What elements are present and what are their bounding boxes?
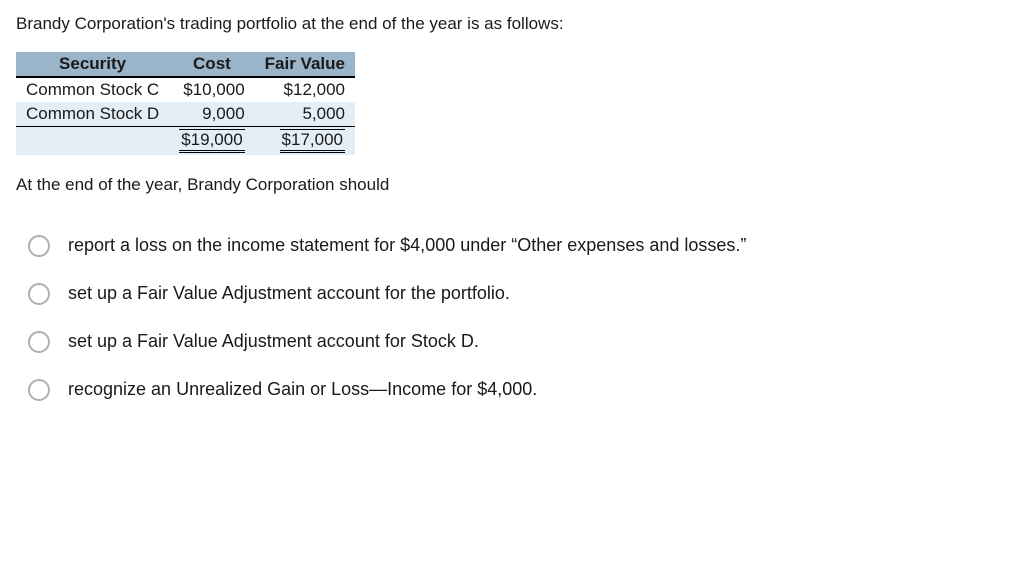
question-intro: Brandy Corporation's trading portfolio a… [16,12,1008,36]
cell-fair: 5,000 [255,102,355,127]
cell-cost: $10,000 [169,77,254,102]
option-row[interactable]: recognize an Unrealized Gain or Loss—Inc… [28,379,1008,401]
radio-icon[interactable] [28,331,50,353]
question-followup: At the end of the year, Brandy Corporati… [16,175,1008,195]
cell-empty [16,126,169,155]
table-row: Common Stock D 9,000 5,000 [16,102,355,127]
option-text: recognize an Unrealized Gain or Loss—Inc… [68,379,537,400]
cell-cost: 9,000 [169,102,254,127]
col-cost: Cost [169,52,254,77]
cell-security: Common Stock C [16,77,169,102]
cell-security: Common Stock D [16,102,169,127]
option-row[interactable]: set up a Fair Value Adjustment account f… [28,283,1008,305]
col-security: Security [16,52,169,77]
cell-total-fair: $17,000 [255,126,355,155]
table-header-row: Security Cost Fair Value [16,52,355,77]
radio-icon[interactable] [28,283,50,305]
option-row[interactable]: set up a Fair Value Adjustment account f… [28,331,1008,353]
answer-options: report a loss on the income statement fo… [28,235,1008,401]
table-totals-row: $19,000 $17,000 [16,126,355,155]
option-row[interactable]: report a loss on the income statement fo… [28,235,1008,257]
option-text: report a loss on the income statement fo… [68,235,746,256]
option-text: set up a Fair Value Adjustment account f… [68,283,510,304]
portfolio-table: Security Cost Fair Value Common Stock C … [16,52,355,155]
table-row: Common Stock C $10,000 $12,000 [16,77,355,102]
radio-icon[interactable] [28,379,50,401]
col-fair-value: Fair Value [255,52,355,77]
cell-fair: $12,000 [255,77,355,102]
cell-total-cost: $19,000 [169,126,254,155]
option-text: set up a Fair Value Adjustment account f… [68,331,479,352]
radio-icon[interactable] [28,235,50,257]
